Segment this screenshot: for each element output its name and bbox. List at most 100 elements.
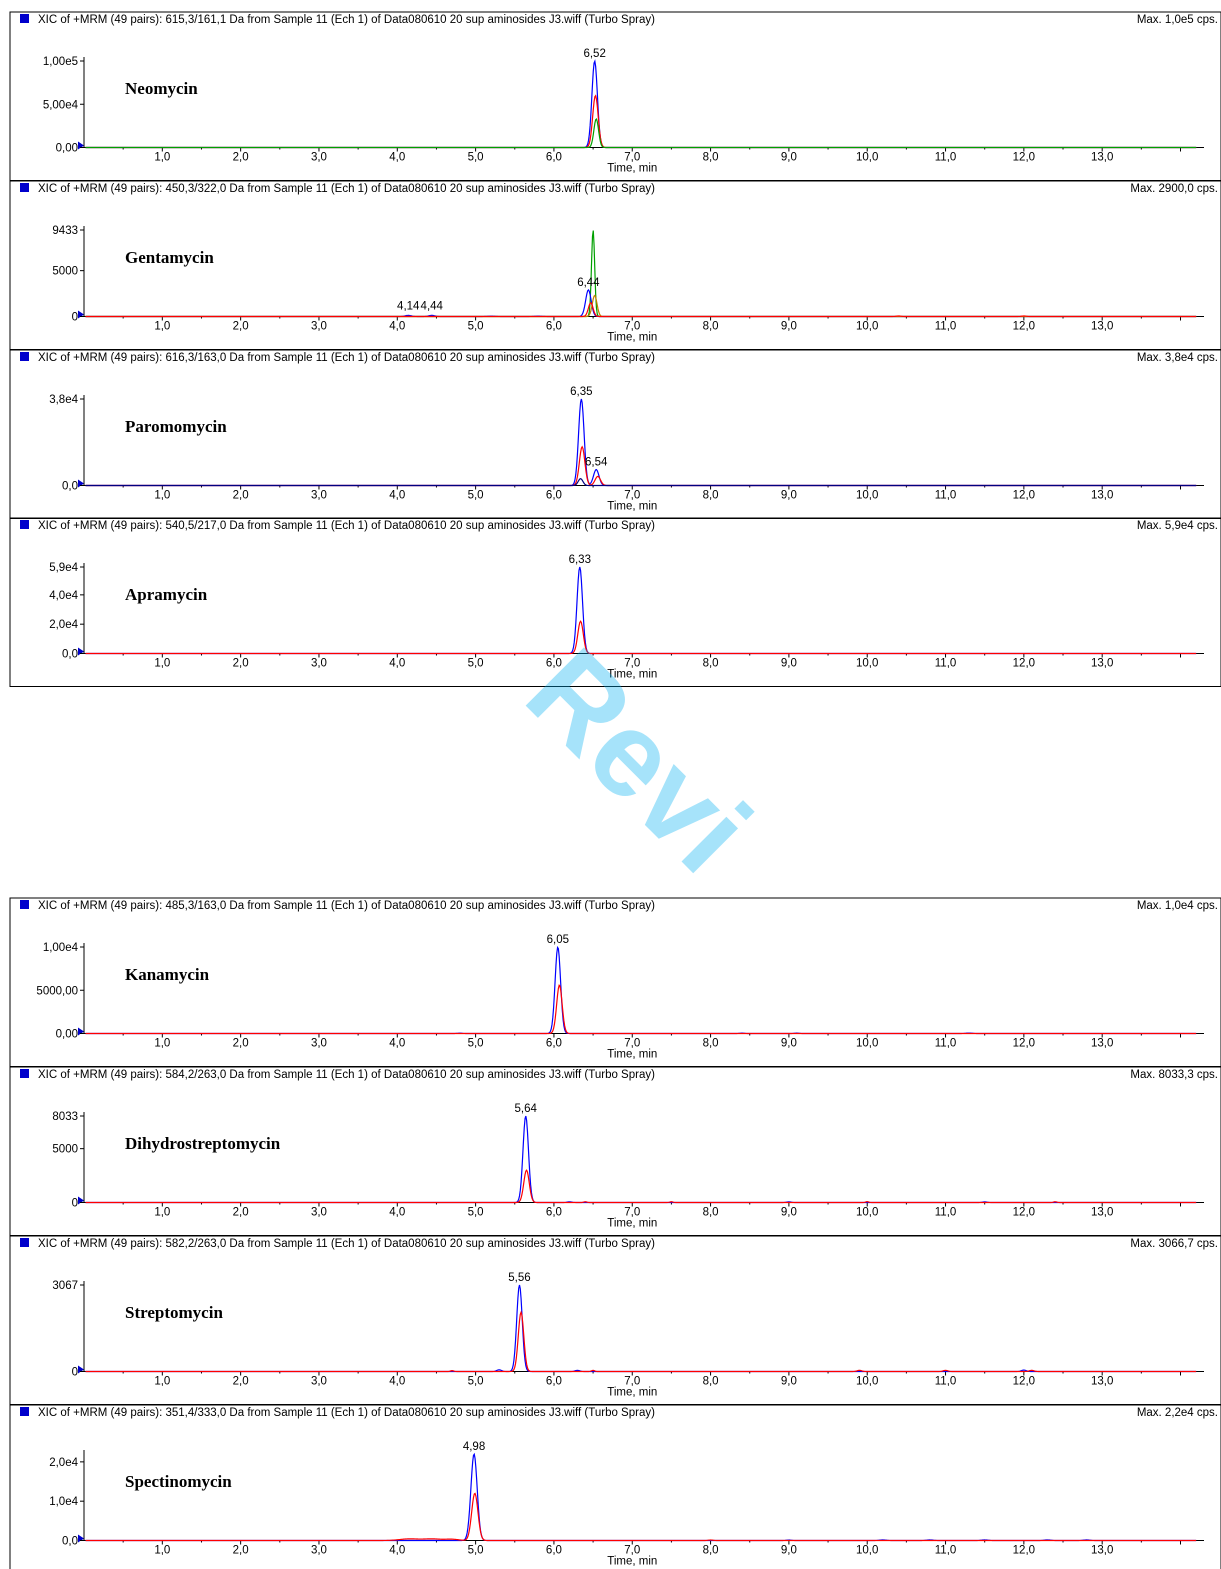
trace-red [85,1492,1197,1542]
x-tick-label: 10,0 [856,658,878,670]
peak-label: 6,44 [577,277,600,289]
x-tick-label: 13,0 [1091,152,1113,164]
peak-label: 4,98 [463,1441,485,1453]
trace-orange [85,294,1197,318]
x-tick-label: 10,0 [856,1038,878,1050]
panel-frame [9,517,1221,687]
x-tick-label: 1,0 [154,321,170,333]
x-tick-label: 11,0 [935,1545,957,1557]
x-tick-label: 8,0 [703,321,719,333]
y-tick-label: 8033 [52,1111,78,1123]
x-axis-label: Time, min [607,669,657,681]
x-tick-label: 3,0 [311,490,327,502]
x-tick-label: 3,0 [311,152,327,164]
x-tick-label: 7,0 [624,1038,640,1050]
x-tick-label: 7,0 [624,658,640,670]
trace-marker-icon [20,1238,29,1247]
x-axis-label: Time, min [607,1049,657,1061]
x-tick-label: 9,0 [781,152,797,164]
x-tick-label: 7,0 [624,1545,640,1557]
panel-header: XIC of +MRM (49 pairs): 485,3/163,0 Da f… [38,900,655,912]
x-tick-label: 11,0 [935,1207,957,1219]
x-tick-label: 11,0 [935,321,957,333]
x-tick-label: 7,0 [624,152,640,164]
chromatogram-panel: XIC of +MRM (49 pairs): 582,2/263,0 Da f… [9,1235,1221,1405]
x-tick-label: 8,0 [703,152,719,164]
compound-name: Spectinomycin [125,1472,232,1491]
x-tick-label: 10,0 [856,490,878,502]
peak-label: 6,52 [583,48,605,60]
x-tick-label: 12,0 [1013,1545,1035,1557]
trace-red [85,445,1197,487]
x-tick-label: 13,0 [1091,490,1113,502]
compound-name: Streptomycin [125,1303,223,1322]
x-tick-label: 13,0 [1091,1376,1113,1388]
max-intensity: Max. 1,0e4 cps. [1137,900,1218,912]
x-tick-label: 5,0 [468,321,484,333]
x-tick-label: 1,0 [154,658,170,670]
x-tick-label: 8,0 [703,490,719,502]
x-tick-label: 8,0 [703,1207,719,1219]
trace-blue [85,1115,1197,1204]
chromatogram-panel: XIC of +MRM (49 pairs): 616,3/163,0 Da f… [9,349,1221,519]
max-intensity: Max. 5,9e4 cps. [1137,520,1218,532]
peak-label: 4,14 [397,301,420,313]
y-tick-label: 3067 [52,1280,78,1292]
x-tick-label: 9,0 [781,490,797,502]
trace-blue [85,1452,1197,1542]
baseline-marker-icon [78,1365,84,1374]
trace-red [85,1310,1197,1373]
trace-marker-icon [20,183,29,192]
x-tick-label: 5,0 [468,1207,484,1219]
x-tick-label: 6,0 [546,1038,562,1050]
x-tick-label: 1,0 [154,1207,170,1219]
x-tick-label: 10,0 [856,1545,878,1557]
x-tick-label: 6,0 [546,1207,562,1219]
x-tick-label: 6,0 [546,490,562,502]
panel-header: XIC of +MRM (49 pairs): 584,2/263,0 Da f… [38,1069,655,1081]
trace-blue [85,288,1197,318]
x-tick-label: 2,0 [233,1207,249,1219]
y-tick-label: 4,0e4 [49,590,78,602]
panel-header: XIC of +MRM (49 pairs): 616,3/163,0 Da f… [38,352,655,364]
max-intensity: Max. 3066,7 cps. [1130,1238,1218,1250]
x-tick-label: 6,0 [546,1545,562,1557]
trace-red [85,301,1197,318]
x-tick-label: 13,0 [1091,321,1113,333]
trace-red [85,984,1197,1035]
peak-label: 6,54 [585,457,608,469]
x-tick-label: 11,0 [935,1038,957,1050]
y-tick-label: 0,0 [62,649,78,661]
x-tick-label: 12,0 [1013,1038,1035,1050]
trace-blue [85,1284,1197,1373]
x-tick-label: 6,0 [546,321,562,333]
x-tick-label: 7,0 [624,321,640,333]
max-intensity: Max. 2900,0 cps. [1130,183,1218,195]
x-tick-label: 2,0 [233,490,249,502]
x-axis-label: Time, min [607,501,657,513]
panel-header: XIC of +MRM (49 pairs): 540,5/217,0 Da f… [38,520,655,532]
trace-red [85,1169,1197,1204]
x-axis-label: Time, min [607,1218,657,1230]
chromatogram-panel: XIC of +MRM (49 pairs): 584,2/263,0 Da f… [9,1066,1221,1236]
y-tick-label: 5,00e4 [43,99,79,111]
x-tick-label: 11,0 [935,1376,957,1388]
trace-blue [85,398,1197,487]
x-axis-label: Time, min [607,163,657,175]
panel-frame [9,1404,1221,1569]
panel-header: XIC of +MRM (49 pairs): 450,3/322,0 Da f… [38,183,655,195]
x-tick-label: 5,0 [468,658,484,670]
x-tick-label: 12,0 [1013,321,1035,333]
x-tick-label: 4,0 [389,658,405,670]
x-tick-label: 4,0 [389,1207,405,1219]
x-tick-label: 1,0 [154,1545,170,1557]
y-tick-label: 0,0 [62,481,78,493]
y-tick-label: 5000,00 [36,985,78,997]
x-tick-label: 10,0 [856,1376,878,1388]
y-tick-label: 3,8e4 [49,394,78,406]
chromatogram-panels: XIC of +MRM (49 pairs): 615,3/161,1 Da f… [9,11,1221,1569]
x-tick-label: 4,0 [389,1545,405,1557]
x-axis-label: Time, min [607,1387,657,1399]
trace-marker-icon [20,900,29,909]
